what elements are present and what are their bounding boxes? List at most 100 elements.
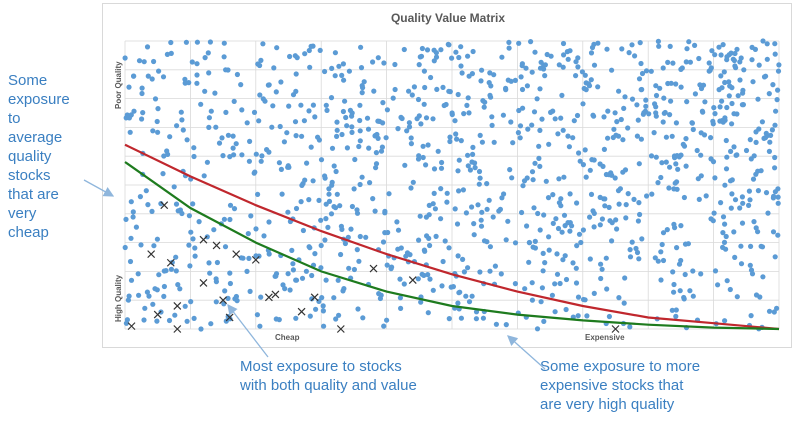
annotation-line: very bbox=[8, 205, 37, 222]
annotation-line: that are bbox=[8, 186, 59, 203]
scatter-point bbox=[529, 169, 536, 175]
scatter-point bbox=[346, 265, 352, 271]
scatter-point bbox=[696, 55, 702, 62]
scatter-point bbox=[737, 205, 743, 211]
annotation-line: Most exposure to stocks bbox=[240, 358, 402, 375]
scatter-point bbox=[625, 125, 631, 131]
scatter-point bbox=[478, 223, 485, 229]
scatter-point bbox=[416, 237, 422, 243]
scatter-point bbox=[326, 198, 333, 204]
scatter-point bbox=[454, 221, 461, 227]
scatter-point bbox=[748, 243, 754, 249]
scatter-point bbox=[662, 109, 668, 116]
scatter-point bbox=[684, 99, 690, 105]
scatter-point bbox=[433, 54, 440, 60]
scatter-point bbox=[769, 127, 776, 133]
scatter-point bbox=[545, 195, 552, 201]
scatter-point bbox=[588, 77, 594, 83]
scatter-point bbox=[233, 293, 239, 300]
scatter-point bbox=[588, 191, 595, 197]
annotation-line: exposure bbox=[8, 91, 70, 108]
scatter-point bbox=[678, 66, 684, 72]
x-marker bbox=[232, 250, 241, 259]
scatter-point bbox=[531, 205, 537, 211]
scatter-point bbox=[720, 42, 726, 48]
scatter-point bbox=[277, 123, 283, 130]
scatter-point bbox=[672, 180, 678, 186]
scatter-point bbox=[276, 317, 282, 323]
scatter-point bbox=[558, 196, 564, 202]
scatter-point bbox=[466, 299, 473, 305]
annotation-cheap-average-quality: Some exposure to average quality stocks … bbox=[8, 71, 78, 242]
scatter-point bbox=[464, 102, 470, 108]
scatter-point bbox=[598, 261, 604, 267]
scatter-point bbox=[425, 310, 431, 316]
x-marker bbox=[271, 290, 280, 299]
scatter-point bbox=[223, 67, 229, 73]
scatter-point bbox=[192, 253, 198, 259]
scatter-point bbox=[460, 256, 466, 262]
scatter-point bbox=[208, 321, 214, 327]
scatter-point bbox=[381, 60, 387, 66]
scatter-point bbox=[126, 84, 132, 90]
scatter-point bbox=[579, 69, 585, 75]
scatter-point bbox=[336, 63, 342, 69]
scatter-point bbox=[352, 156, 358, 163]
scatter-point bbox=[503, 322, 509, 328]
scatter-point bbox=[559, 229, 565, 235]
scatter-point bbox=[540, 250, 546, 256]
scatter-point bbox=[718, 52, 724, 58]
scatter-point bbox=[392, 86, 398, 93]
scatter-point bbox=[194, 39, 200, 45]
scatter-point bbox=[293, 71, 299, 77]
scatter-point bbox=[301, 118, 307, 124]
scatter-point bbox=[574, 243, 580, 249]
scatter-point bbox=[614, 119, 620, 125]
scatter-point bbox=[575, 55, 581, 61]
scatter-point bbox=[233, 141, 239, 147]
scatter-point bbox=[187, 263, 193, 269]
scatter-point bbox=[634, 133, 641, 139]
scatter-point bbox=[438, 165, 445, 171]
scatter-point bbox=[125, 297, 131, 303]
scatter-point bbox=[470, 151, 476, 157]
scatter-point bbox=[590, 208, 596, 214]
scatter-point bbox=[421, 68, 427, 74]
scatter-point bbox=[189, 59, 195, 65]
scatter-point bbox=[766, 91, 772, 97]
scatter-point bbox=[211, 227, 217, 233]
scatter-point bbox=[470, 48, 476, 55]
scatter-point bbox=[456, 54, 462, 61]
scatter-point bbox=[175, 282, 181, 288]
x-marker bbox=[160, 201, 169, 210]
scatter-point bbox=[182, 80, 188, 86]
scatter-point bbox=[636, 256, 642, 262]
x-marker bbox=[173, 325, 182, 333]
scatter-point bbox=[507, 167, 513, 173]
scatter-point bbox=[456, 188, 462, 194]
scatter-point bbox=[435, 148, 441, 154]
scatter-point bbox=[307, 64, 313, 70]
scatter-point bbox=[131, 73, 137, 79]
scatter-point bbox=[349, 129, 355, 135]
scatter-point bbox=[738, 243, 744, 249]
scatter-point bbox=[421, 247, 427, 253]
scatter-point bbox=[284, 130, 290, 136]
scatter-point bbox=[761, 74, 768, 80]
scatter-point bbox=[245, 231, 251, 237]
scatter-point bbox=[659, 160, 665, 166]
scatter-point bbox=[660, 119, 666, 125]
scatter-point bbox=[655, 258, 661, 264]
scatter-point bbox=[746, 202, 752, 208]
scatter-point bbox=[179, 117, 185, 123]
scatter-point bbox=[687, 288, 693, 294]
scatter-point bbox=[335, 277, 341, 283]
scatter-point bbox=[440, 258, 446, 265]
scatter-point bbox=[560, 257, 566, 263]
scatter-point bbox=[724, 154, 730, 160]
scatter-point bbox=[347, 107, 353, 113]
scatter-point bbox=[567, 191, 573, 197]
scatter-point bbox=[293, 133, 299, 139]
scatter-point bbox=[194, 80, 200, 86]
scatter-point bbox=[622, 275, 628, 281]
